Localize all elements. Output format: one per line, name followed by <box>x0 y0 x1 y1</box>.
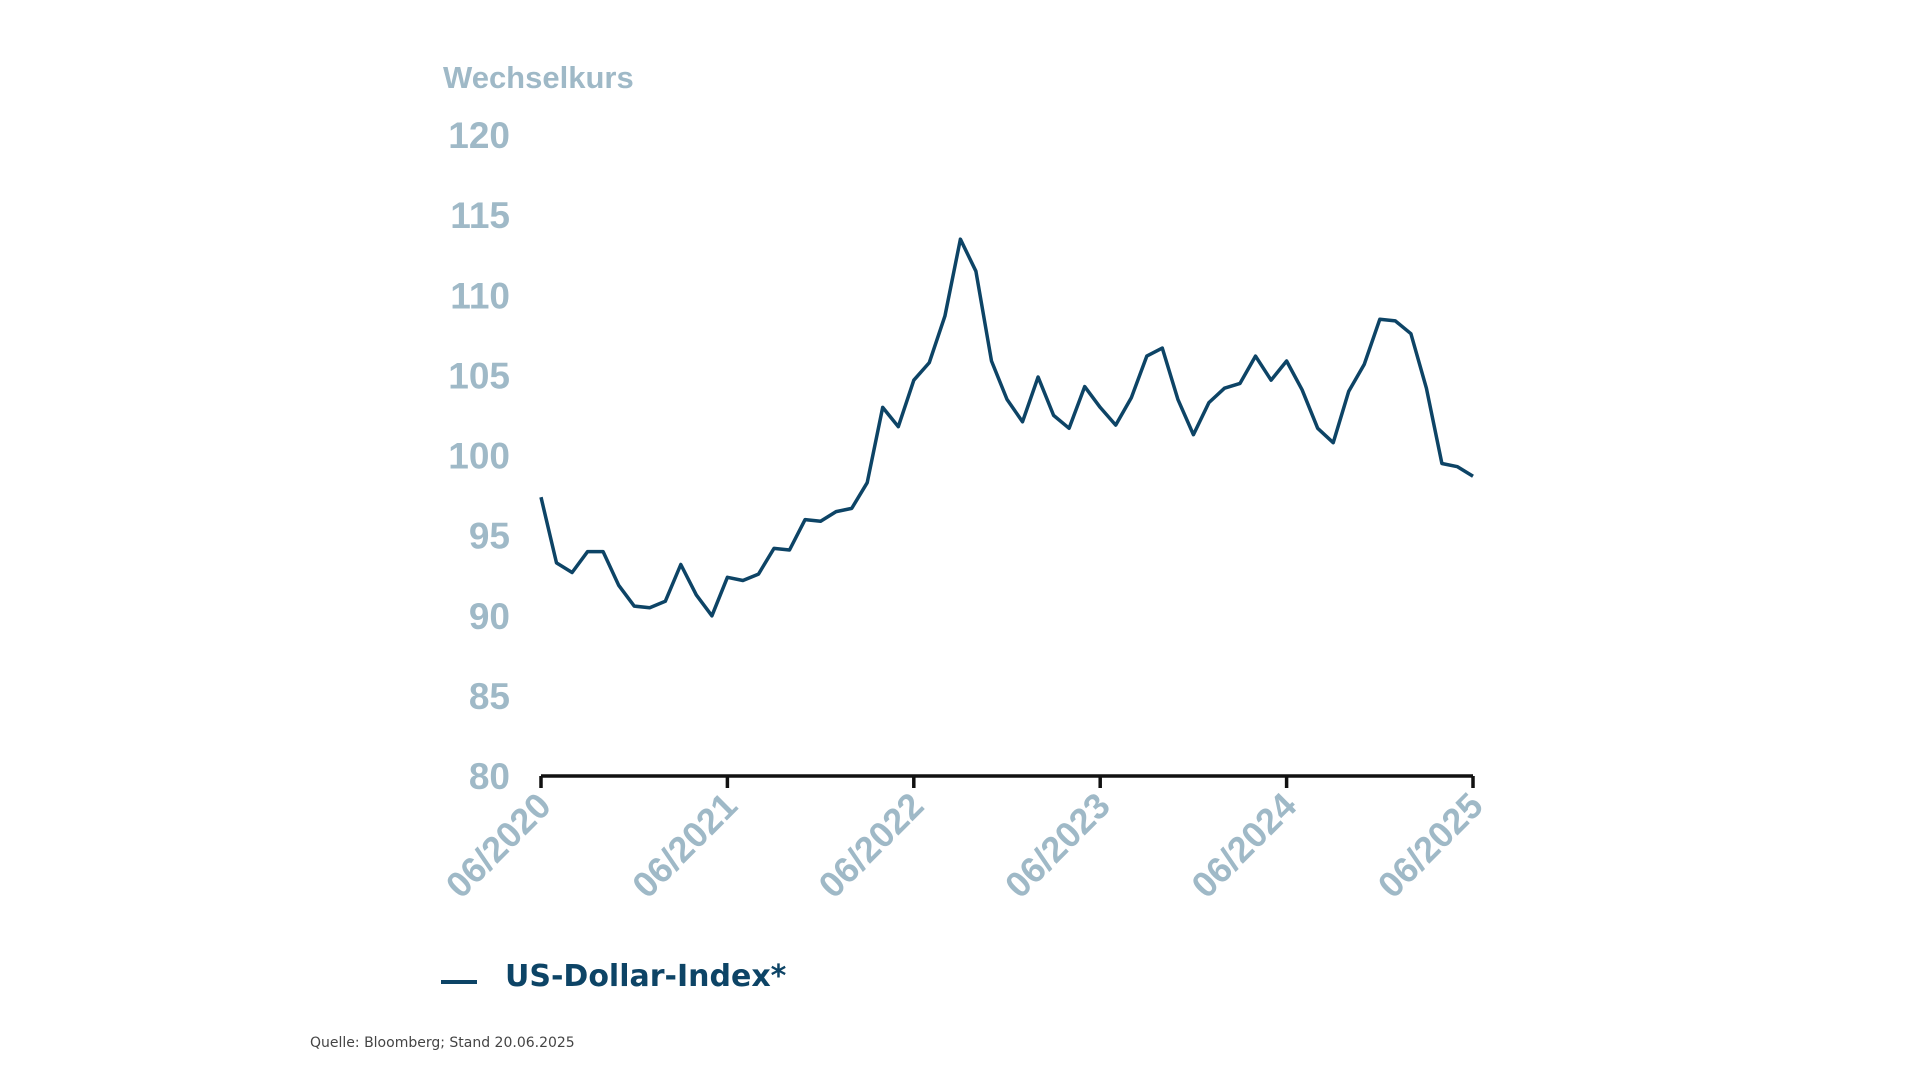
x-tick-label: 06/2020 <box>438 785 559 906</box>
y-tick-label: 105 <box>448 355 510 396</box>
source-note: Quelle: Bloomberg; Stand 20.06.2025 <box>310 1035 575 1051</box>
y-tick-label: 95 <box>469 516 510 557</box>
y-tick-label: 100 <box>448 436 510 477</box>
y-tick-label: 115 <box>450 195 510 236</box>
series-line-us-dollar-index <box>539 237 1474 618</box>
x-tick-label: 06/2021 <box>624 785 745 906</box>
y-axis-ticks: 120 115 110 105 100 95 90 85 80 <box>448 115 510 797</box>
x-tick-label: 06/2024 <box>1183 785 1304 906</box>
x-tick-label: 06/2023 <box>997 785 1118 906</box>
legend: US-Dollar-Index* <box>441 959 787 994</box>
x-tick-label: 06/2025 <box>1370 785 1491 906</box>
y-tick-label: 80 <box>469 756 510 797</box>
y-tick-label: 90 <box>469 596 510 637</box>
y-tick-label: 120 <box>448 115 510 156</box>
x-axis-ticks: 06/2020 06/2021 06/2022 06/2023 06/2024 06/20… <box>438 776 1491 906</box>
x-tick-label: 06/2022 <box>810 785 931 906</box>
legend-label: US-Dollar-Index* <box>505 959 787 994</box>
y-tick-label: 110 <box>450 275 510 316</box>
y-axis-title: Wechselkurs <box>443 60 634 95</box>
y-tick-label: 85 <box>469 676 510 717</box>
